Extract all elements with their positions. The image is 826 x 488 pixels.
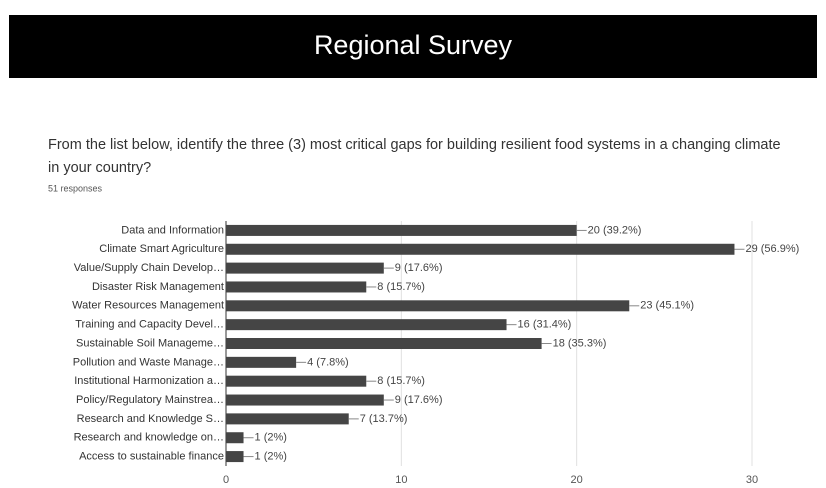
category-label: Pollution and Waste Manage… <box>73 356 224 368</box>
question: From the list below, identify the three … <box>48 137 781 176</box>
category-label: Water Resources Management <box>72 300 224 312</box>
bar <box>226 319 507 331</box>
value-label: 29 (56.9%) <box>745 243 799 255</box>
category-label: Institutional Harmonization a… <box>74 375 224 387</box>
bar <box>226 375 367 387</box>
bar <box>226 451 244 463</box>
category-label: Data and Information <box>121 224 224 236</box>
value-label: 9 (17.6%) <box>395 262 443 274</box>
value-label: 1 (2%) <box>255 432 287 444</box>
value-label: 4 (7.8%) <box>307 356 349 368</box>
x-tick-label: 30 <box>746 474 758 486</box>
bar <box>226 413 349 425</box>
value-label: 8 (15.7%) <box>377 375 425 387</box>
x-tick-label: 0 <box>223 474 229 486</box>
x-tick-label: 10 <box>395 474 407 486</box>
category-label: Disaster Risk Management <box>92 281 224 293</box>
category-label: Value/Supply Chain Develop… <box>74 262 224 274</box>
x-tick-label: 20 <box>571 474 583 486</box>
banner <box>9 15 817 78</box>
value-label: 1 (2%) <box>255 450 287 462</box>
bar <box>226 243 735 255</box>
bar <box>226 356 297 368</box>
value-label: 8 (15.7%) <box>377 281 425 293</box>
category-label: Sustainable Soil Manageme… <box>76 337 224 349</box>
value-label: 7 (13.7%) <box>360 413 408 425</box>
category-label: Climate Smart Agriculture <box>99 243 224 255</box>
bar <box>226 300 630 312</box>
category-label: Training and Capacity Devel… <box>75 319 224 331</box>
value-label: 20 (39.2%) <box>588 224 642 236</box>
bar <box>226 224 577 236</box>
response-count: 51 responses <box>48 183 103 193</box>
category-label: Access to sustainable finance <box>79 450 224 462</box>
bar <box>226 338 542 349</box>
question-box: From the list below, identify the three … <box>48 137 781 176</box>
category-label: Research and Knowledge S… <box>77 413 224 425</box>
chart-title: Regional Survey <box>314 30 513 60</box>
value-label: 9 (17.6%) <box>395 394 443 406</box>
bar <box>226 281 367 293</box>
value-label: 23 (45.1%) <box>640 300 694 312</box>
category-label: Research and knowledge on… <box>74 432 224 444</box>
bar <box>226 262 384 274</box>
value-label: 16 (31.4%) <box>518 319 572 331</box>
category-label: Policy/Regulatory Mainstrea… <box>76 394 224 406</box>
value-label: 18 (35.3%) <box>553 337 607 349</box>
bar <box>226 394 384 406</box>
bar <box>226 432 244 444</box>
